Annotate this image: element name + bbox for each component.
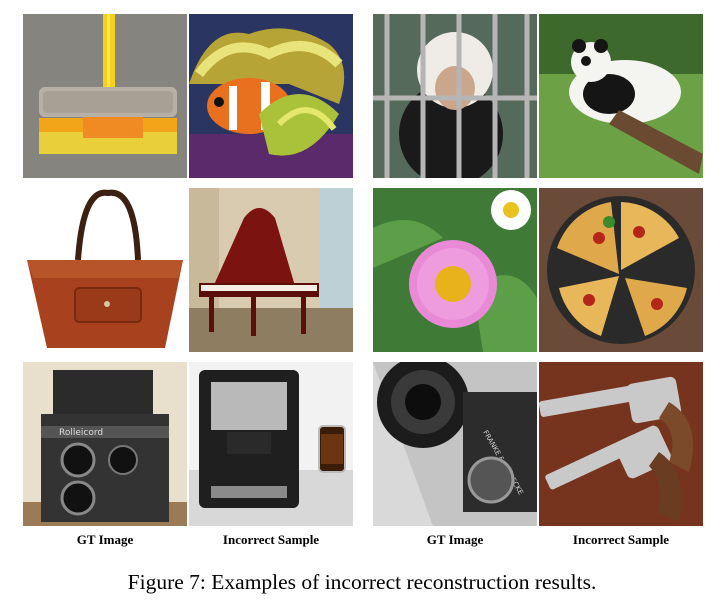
incorrect-sample-revolvers	[539, 362, 703, 526]
column-labels: GT Image Incorrect Sample	[23, 532, 354, 548]
gt-image-label: GT Image	[76, 532, 134, 547]
camera-brand-text: Rolleicord	[59, 428, 103, 438]
image-row	[373, 188, 704, 352]
left-panel: Rolleicord GT Image Incorrect Sample	[23, 14, 354, 548]
image-row	[23, 14, 354, 178]
image-row	[23, 188, 354, 352]
image-row: Rolleicord	[23, 362, 354, 526]
incorrect-sample-pizza	[539, 188, 703, 352]
incorrect-sample-grand-piano	[189, 188, 353, 352]
incorrect-sample-panda	[539, 14, 703, 178]
gt-image-broom	[23, 14, 187, 178]
incorrect-sample-label: Incorrect Sample	[222, 532, 320, 547]
figure-caption: Figure 7: Examples of incorrect reconstr…	[127, 570, 597, 594]
gt-image-handbag	[23, 188, 187, 352]
incorrect-sample-clownfish	[189, 14, 353, 178]
column-labels: GT Image Incorrect Sample	[373, 532, 704, 548]
image-row: FRANKE & HEIDECKE	[373, 362, 704, 526]
gt-image-twin-lens-camera: Rolleicord	[23, 362, 187, 526]
gt-image-label: GT Image	[426, 532, 484, 547]
image-row	[373, 14, 704, 178]
gt-image-camera-lens: FRANKE & HEIDECKE	[373, 362, 537, 526]
gt-image-monkey-behind-bars	[373, 14, 537, 178]
incorrect-sample-espresso-machine	[189, 362, 353, 526]
incorrect-sample-label: Incorrect Sample	[572, 532, 670, 547]
gt-image-pink-daisy	[373, 188, 537, 352]
right-panel: FRANKE & HEIDECKE GT Image Incorrect Sam…	[373, 14, 704, 548]
